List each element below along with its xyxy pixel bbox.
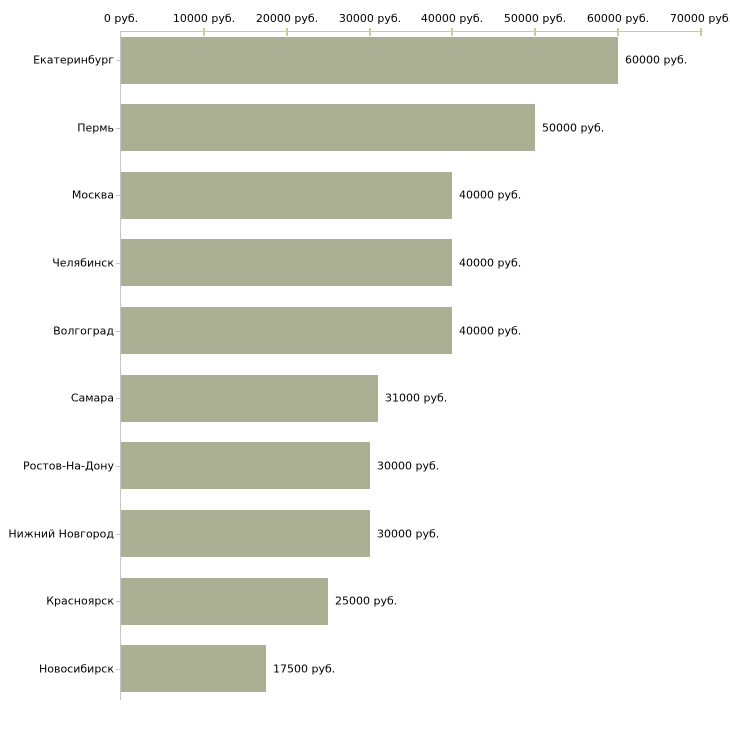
category-tick-mark <box>116 601 121 602</box>
x-axis-tick-mark <box>203 28 205 36</box>
category-tick-mark <box>116 466 121 467</box>
bar-Самара <box>121 375 378 422</box>
value-label: 25000 руб. <box>335 594 398 608</box>
value-label: 50000 руб. <box>542 121 605 135</box>
bar-Новосибирск <box>121 645 266 692</box>
category-label: Самара <box>70 391 114 405</box>
value-label: 40000 руб. <box>459 324 522 338</box>
value-label: 31000 руб. <box>385 391 448 405</box>
x-axis-tick-label: 20000 руб. <box>255 12 319 25</box>
bar-Челябинск <box>121 239 452 286</box>
category-label: Челябинск <box>52 256 114 270</box>
value-label: 40000 руб. <box>459 188 522 202</box>
value-label: 17500 руб. <box>273 662 336 676</box>
category-tick-mark <box>116 195 121 196</box>
category-label: Волгоград <box>53 324 114 338</box>
value-label: 30000 руб. <box>377 527 440 541</box>
x-axis-tick-label: 10000 руб. <box>172 12 236 25</box>
x-axis-tick-mark <box>700 28 702 36</box>
category-tick-mark <box>116 60 121 61</box>
bar-Волгоград <box>121 307 452 354</box>
x-axis-tick-mark <box>617 28 619 36</box>
value-label: 60000 руб. <box>625 53 688 67</box>
category-tick-mark <box>116 669 121 670</box>
category-label: Новосибирск <box>38 662 114 676</box>
category-label: Ростов-На-Дону <box>22 459 114 473</box>
category-tick-mark <box>116 263 121 264</box>
x-axis-line <box>121 31 703 32</box>
category-label: Нижний Новгород <box>8 527 114 541</box>
x-axis-tick-mark <box>286 28 288 36</box>
bar-Москва <box>121 172 452 219</box>
x-axis-tick-label: 0 руб. <box>103 12 139 25</box>
category-tick-mark <box>116 398 121 399</box>
category-label: Красноярск <box>46 594 114 608</box>
x-axis-tick-label: 30000 руб. <box>338 12 402 25</box>
x-axis-tick-label: 40000 руб. <box>420 12 484 25</box>
category-tick-mark <box>116 534 121 535</box>
bar-Красноярск <box>121 578 328 625</box>
x-axis-tick-mark <box>451 28 453 36</box>
bar-Ростов-На-Дону <box>121 442 370 489</box>
bar-Екатеринбург <box>121 37 618 84</box>
category-label: Екатеринбург <box>33 53 114 67</box>
bar-Пермь <box>121 104 535 151</box>
category-label: Пермь <box>77 121 114 135</box>
category-tick-mark <box>116 128 121 129</box>
y-axis-line <box>120 31 121 700</box>
category-tick-mark <box>116 331 121 332</box>
x-axis-tick-label: 60000 руб. <box>586 12 650 25</box>
x-axis-tick-mark <box>534 28 536 36</box>
value-label: 40000 руб. <box>459 256 522 270</box>
x-axis-tick-label: 70000 руб. <box>669 12 730 25</box>
category-label: Москва <box>71 188 114 202</box>
bar-Нижний Новгород <box>121 510 370 557</box>
value-label: 30000 руб. <box>377 459 440 473</box>
x-axis-tick-label: 50000 руб. <box>503 12 567 25</box>
x-axis-tick-mark <box>369 28 371 36</box>
